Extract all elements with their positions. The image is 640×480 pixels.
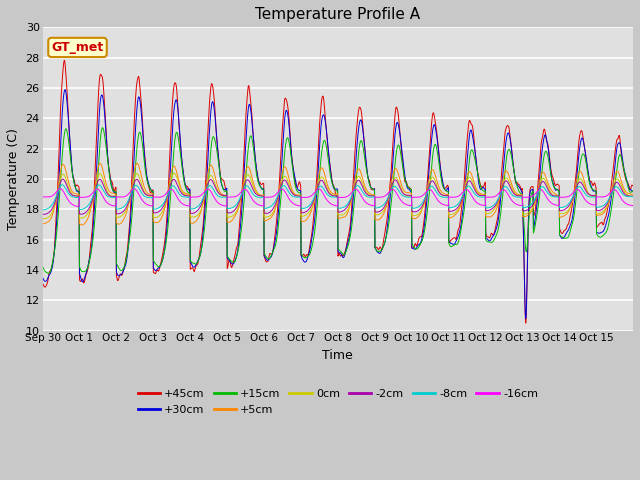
+30cm	[131, 131, 139, 137]
0cm	[131, 173, 139, 179]
-8cm	[564, 201, 572, 207]
0cm	[40, 216, 48, 222]
+30cm	[312, 205, 319, 211]
+45cm	[629, 183, 637, 189]
Text: GT_met: GT_met	[51, 41, 104, 54]
-2cm	[478, 192, 486, 198]
0cm	[38, 216, 46, 221]
0cm	[564, 207, 572, 213]
-8cm	[38, 207, 46, 213]
0cm	[170, 170, 178, 176]
Y-axis label: Temperature (C): Temperature (C)	[7, 128, 20, 230]
0cm	[622, 191, 630, 197]
+15cm	[38, 264, 46, 269]
+5cm	[78, 222, 86, 228]
+5cm	[478, 192, 486, 197]
0cm	[478, 192, 486, 198]
+15cm	[564, 234, 572, 240]
-2cm	[40, 212, 48, 217]
-2cm	[132, 177, 140, 183]
+45cm	[312, 190, 319, 196]
0cm	[323, 185, 331, 191]
0cm	[312, 191, 320, 197]
+15cm	[629, 188, 637, 193]
+15cm	[132, 161, 140, 167]
0cm	[629, 193, 637, 199]
X-axis label: Time: Time	[323, 349, 353, 362]
Line: -2cm: -2cm	[42, 179, 633, 215]
-16cm	[132, 187, 140, 192]
+30cm	[522, 316, 529, 322]
+45cm	[564, 221, 572, 227]
+5cm	[131, 164, 139, 169]
+30cm	[622, 175, 630, 180]
Title: Temperature Profile A: Temperature Profile A	[255, 7, 420, 22]
+45cm	[131, 100, 139, 106]
+30cm	[564, 227, 572, 233]
-2cm	[323, 188, 331, 193]
-8cm	[132, 182, 140, 188]
Line: +5cm: +5cm	[42, 163, 633, 225]
+15cm	[45, 271, 52, 276]
-8cm	[40, 207, 47, 213]
+15cm	[99, 125, 106, 131]
-8cm	[622, 193, 630, 199]
Line: +30cm: +30cm	[42, 90, 633, 319]
+45cm	[61, 58, 68, 63]
+15cm	[622, 176, 630, 182]
+15cm	[323, 149, 331, 155]
-16cm	[75, 204, 83, 209]
+30cm	[38, 274, 46, 280]
+15cm	[478, 187, 486, 192]
-2cm	[38, 211, 46, 217]
Line: +15cm: +15cm	[42, 128, 633, 274]
-8cm	[58, 182, 66, 188]
+45cm	[522, 320, 529, 326]
-16cm	[38, 194, 46, 200]
+45cm	[38, 280, 46, 286]
-16cm	[564, 193, 572, 199]
Line: -8cm: -8cm	[42, 185, 633, 210]
-16cm	[478, 202, 486, 208]
+5cm	[564, 209, 572, 215]
+5cm	[629, 192, 637, 197]
-16cm	[323, 197, 331, 203]
Legend: +45cm, +30cm, +15cm, +5cm, 0cm, -2cm, -8cm, -16cm: +45cm, +30cm, +15cm, +5cm, 0cm, -2cm, -8…	[133, 385, 543, 419]
-8cm	[312, 190, 320, 196]
-2cm	[622, 192, 630, 198]
-16cm	[629, 203, 637, 208]
+30cm	[477, 186, 485, 192]
+45cm	[477, 184, 485, 190]
Line: +45cm: +45cm	[42, 60, 633, 323]
+15cm	[312, 216, 320, 222]
+45cm	[323, 133, 331, 139]
-16cm	[56, 186, 64, 192]
-2cm	[59, 176, 67, 182]
-8cm	[629, 194, 637, 200]
+5cm	[133, 160, 141, 166]
+5cm	[323, 181, 331, 187]
+5cm	[312, 187, 320, 193]
-16cm	[622, 201, 630, 206]
+5cm	[38, 221, 46, 227]
Line: -16cm: -16cm	[42, 189, 633, 206]
-2cm	[629, 193, 637, 199]
-2cm	[312, 190, 320, 195]
+30cm	[61, 87, 69, 93]
-16cm	[312, 188, 320, 193]
+30cm	[629, 189, 637, 195]
-8cm	[323, 192, 331, 197]
+5cm	[622, 189, 630, 195]
-2cm	[564, 204, 572, 209]
+30cm	[323, 132, 331, 137]
-8cm	[478, 194, 486, 200]
Line: 0cm: 0cm	[42, 173, 633, 219]
+45cm	[622, 178, 630, 183]
